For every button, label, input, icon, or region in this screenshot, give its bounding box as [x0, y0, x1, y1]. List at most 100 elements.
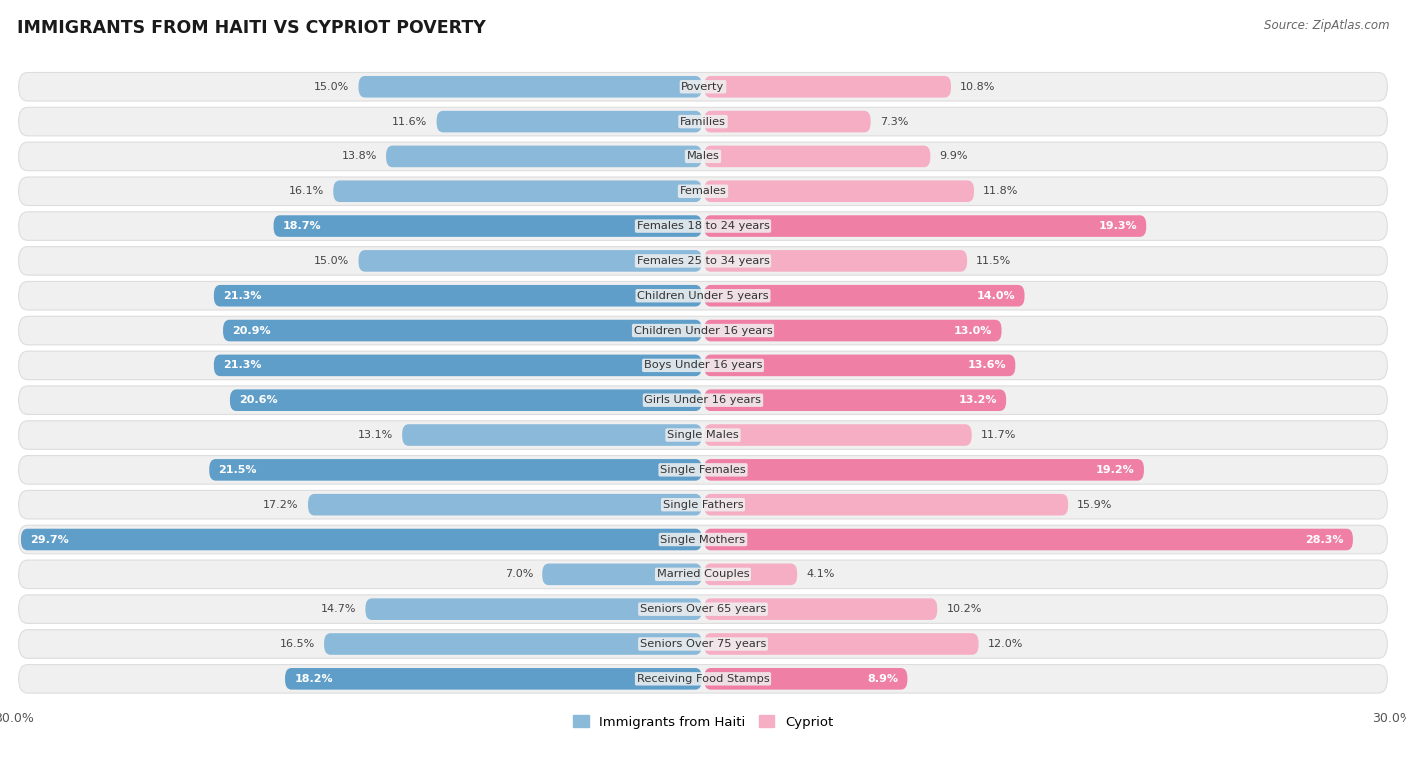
- Text: Poverty: Poverty: [682, 82, 724, 92]
- FancyBboxPatch shape: [18, 108, 1388, 136]
- FancyBboxPatch shape: [18, 456, 1388, 484]
- Text: 11.7%: 11.7%: [981, 430, 1017, 440]
- Text: 13.2%: 13.2%: [959, 395, 997, 406]
- Text: 10.8%: 10.8%: [960, 82, 995, 92]
- FancyBboxPatch shape: [323, 633, 702, 655]
- Text: 17.2%: 17.2%: [263, 500, 299, 509]
- Text: 29.7%: 29.7%: [30, 534, 69, 544]
- Text: Children Under 5 years: Children Under 5 years: [637, 291, 769, 301]
- Text: 7.0%: 7.0%: [505, 569, 533, 579]
- FancyBboxPatch shape: [704, 250, 967, 271]
- Text: Females 18 to 24 years: Females 18 to 24 years: [637, 221, 769, 231]
- FancyBboxPatch shape: [704, 215, 1146, 236]
- Text: 14.7%: 14.7%: [321, 604, 356, 614]
- FancyBboxPatch shape: [231, 390, 702, 411]
- FancyBboxPatch shape: [704, 355, 1015, 376]
- FancyBboxPatch shape: [18, 665, 1388, 693]
- FancyBboxPatch shape: [704, 424, 972, 446]
- Text: 12.0%: 12.0%: [988, 639, 1024, 649]
- FancyBboxPatch shape: [437, 111, 702, 133]
- FancyBboxPatch shape: [18, 490, 1388, 519]
- FancyBboxPatch shape: [704, 390, 1007, 411]
- Text: Single Males: Single Males: [666, 430, 740, 440]
- FancyBboxPatch shape: [543, 563, 702, 585]
- FancyBboxPatch shape: [18, 211, 1388, 240]
- Text: 11.8%: 11.8%: [983, 186, 1018, 196]
- Text: 21.3%: 21.3%: [224, 291, 262, 301]
- Text: 11.6%: 11.6%: [392, 117, 427, 127]
- FancyBboxPatch shape: [333, 180, 702, 202]
- FancyBboxPatch shape: [214, 285, 702, 306]
- FancyBboxPatch shape: [387, 146, 702, 168]
- FancyBboxPatch shape: [274, 215, 702, 236]
- Text: 19.3%: 19.3%: [1098, 221, 1137, 231]
- FancyBboxPatch shape: [704, 111, 870, 133]
- FancyBboxPatch shape: [704, 529, 1353, 550]
- FancyBboxPatch shape: [704, 494, 1069, 515]
- FancyBboxPatch shape: [704, 180, 974, 202]
- FancyBboxPatch shape: [285, 668, 702, 690]
- FancyBboxPatch shape: [209, 459, 702, 481]
- Text: 20.9%: 20.9%: [232, 325, 271, 336]
- Text: 16.5%: 16.5%: [280, 639, 315, 649]
- FancyBboxPatch shape: [704, 146, 931, 168]
- FancyBboxPatch shape: [704, 598, 938, 620]
- Text: 21.5%: 21.5%: [218, 465, 257, 475]
- Text: 18.7%: 18.7%: [283, 221, 322, 231]
- Text: 15.0%: 15.0%: [314, 82, 349, 92]
- Text: Source: ZipAtlas.com: Source: ZipAtlas.com: [1264, 19, 1389, 32]
- FancyBboxPatch shape: [402, 424, 702, 446]
- FancyBboxPatch shape: [18, 525, 1388, 554]
- FancyBboxPatch shape: [18, 73, 1388, 101]
- FancyBboxPatch shape: [18, 246, 1388, 275]
- Text: Children Under 16 years: Children Under 16 years: [634, 325, 772, 336]
- Text: Girls Under 16 years: Girls Under 16 years: [644, 395, 762, 406]
- Text: Married Couples: Married Couples: [657, 569, 749, 579]
- Text: 16.1%: 16.1%: [288, 186, 323, 196]
- Text: Single Fathers: Single Fathers: [662, 500, 744, 509]
- Text: 15.0%: 15.0%: [314, 256, 349, 266]
- FancyBboxPatch shape: [359, 250, 702, 271]
- FancyBboxPatch shape: [704, 76, 950, 98]
- Text: Females: Females: [679, 186, 727, 196]
- Text: 11.5%: 11.5%: [976, 256, 1011, 266]
- Text: Boys Under 16 years: Boys Under 16 years: [644, 360, 762, 371]
- Text: 7.3%: 7.3%: [880, 117, 908, 127]
- Text: 21.3%: 21.3%: [224, 360, 262, 371]
- FancyBboxPatch shape: [704, 459, 1144, 481]
- FancyBboxPatch shape: [18, 595, 1388, 623]
- FancyBboxPatch shape: [704, 563, 797, 585]
- FancyBboxPatch shape: [214, 355, 702, 376]
- FancyBboxPatch shape: [18, 281, 1388, 310]
- Text: 13.1%: 13.1%: [357, 430, 392, 440]
- Text: 14.0%: 14.0%: [977, 291, 1015, 301]
- Text: 15.9%: 15.9%: [1077, 500, 1112, 509]
- Text: Seniors Over 75 years: Seniors Over 75 years: [640, 639, 766, 649]
- FancyBboxPatch shape: [18, 177, 1388, 205]
- Text: IMMIGRANTS FROM HAITI VS CYPRIOT POVERTY: IMMIGRANTS FROM HAITI VS CYPRIOT POVERTY: [17, 19, 485, 37]
- Text: 28.3%: 28.3%: [1305, 534, 1344, 544]
- Text: Females 25 to 34 years: Females 25 to 34 years: [637, 256, 769, 266]
- Text: Single Mothers: Single Mothers: [661, 534, 745, 544]
- Text: 19.2%: 19.2%: [1097, 465, 1135, 475]
- Text: Receiving Food Stamps: Receiving Food Stamps: [637, 674, 769, 684]
- FancyBboxPatch shape: [704, 285, 1025, 306]
- FancyBboxPatch shape: [18, 560, 1388, 589]
- Text: Seniors Over 65 years: Seniors Over 65 years: [640, 604, 766, 614]
- Legend: Immigrants from Haiti, Cypriot: Immigrants from Haiti, Cypriot: [568, 709, 838, 734]
- FancyBboxPatch shape: [704, 668, 907, 690]
- FancyBboxPatch shape: [704, 320, 1001, 341]
- FancyBboxPatch shape: [224, 320, 702, 341]
- FancyBboxPatch shape: [359, 76, 702, 98]
- FancyBboxPatch shape: [366, 598, 702, 620]
- Text: Families: Families: [681, 117, 725, 127]
- Text: 13.6%: 13.6%: [967, 360, 1007, 371]
- Text: 4.1%: 4.1%: [807, 569, 835, 579]
- Text: 8.9%: 8.9%: [868, 674, 898, 684]
- FancyBboxPatch shape: [18, 351, 1388, 380]
- FancyBboxPatch shape: [18, 421, 1388, 449]
- Text: Single Females: Single Females: [661, 465, 745, 475]
- FancyBboxPatch shape: [18, 143, 1388, 171]
- FancyBboxPatch shape: [18, 630, 1388, 658]
- Text: 18.2%: 18.2%: [294, 674, 333, 684]
